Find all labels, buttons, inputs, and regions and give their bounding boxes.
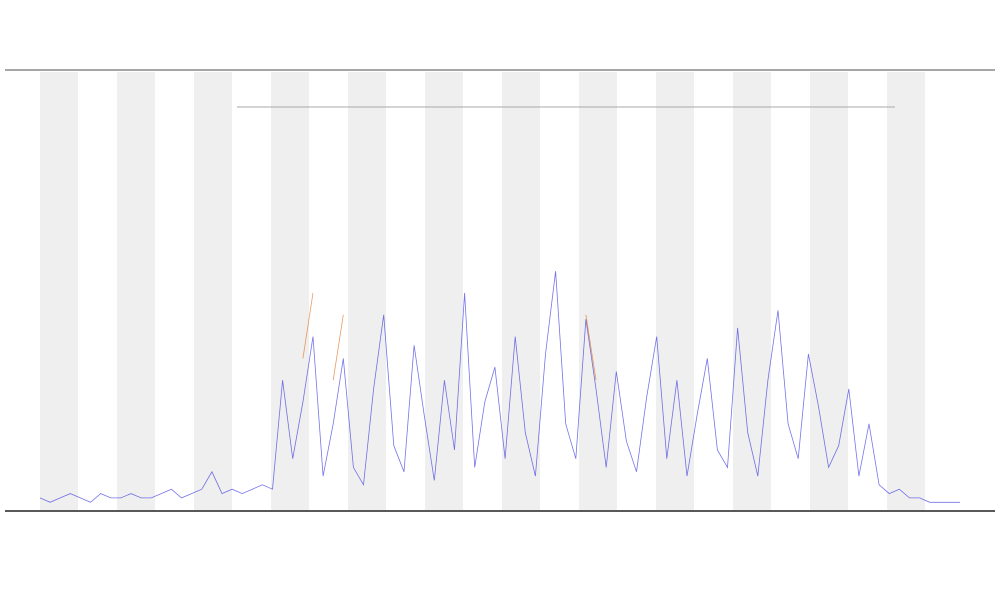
series-line <box>39 271 960 503</box>
band <box>733 72 771 510</box>
plot <box>39 271 960 503</box>
band <box>40 72 78 510</box>
band <box>656 72 694 510</box>
band <box>425 72 463 510</box>
band <box>887 72 925 510</box>
band <box>810 72 848 510</box>
band <box>579 72 617 510</box>
band <box>117 72 155 510</box>
band <box>502 72 540 510</box>
background-bands <box>40 72 925 510</box>
band <box>194 72 232 510</box>
band <box>348 72 386 510</box>
